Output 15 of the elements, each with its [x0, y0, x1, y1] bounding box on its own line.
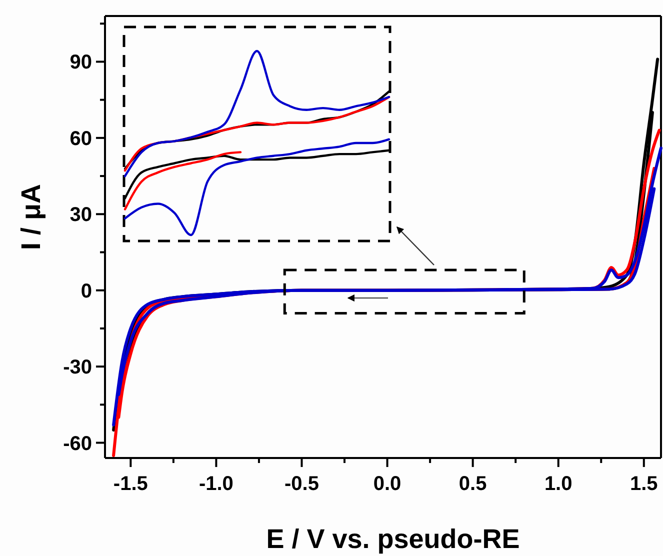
y-axis-title: I / μA — [16, 184, 46, 250]
x-tick-label: -1.0 — [198, 473, 234, 495]
x-tick-label: 0.0 — [373, 473, 402, 495]
x-tick-label: -0.5 — [284, 473, 319, 495]
y-tick-label: -60 — [63, 432, 92, 455]
y-tick-label: 60 — [70, 128, 92, 150]
x-tick-label: -1.5 — [113, 473, 148, 495]
y-tick-label: 30 — [70, 204, 92, 226]
y-tick-label: 0 — [80, 280, 92, 302]
x-tick-label: 1.0 — [544, 473, 572, 495]
y-tick-label: -30 — [63, 356, 92, 379]
x-tick-label: 0.5 — [458, 473, 487, 495]
y-tick-label: 90 — [70, 52, 92, 74]
x-axis-title: E / V vs. pseudo-RE — [266, 524, 520, 554]
x-tick-label: 1.5 — [630, 473, 658, 495]
